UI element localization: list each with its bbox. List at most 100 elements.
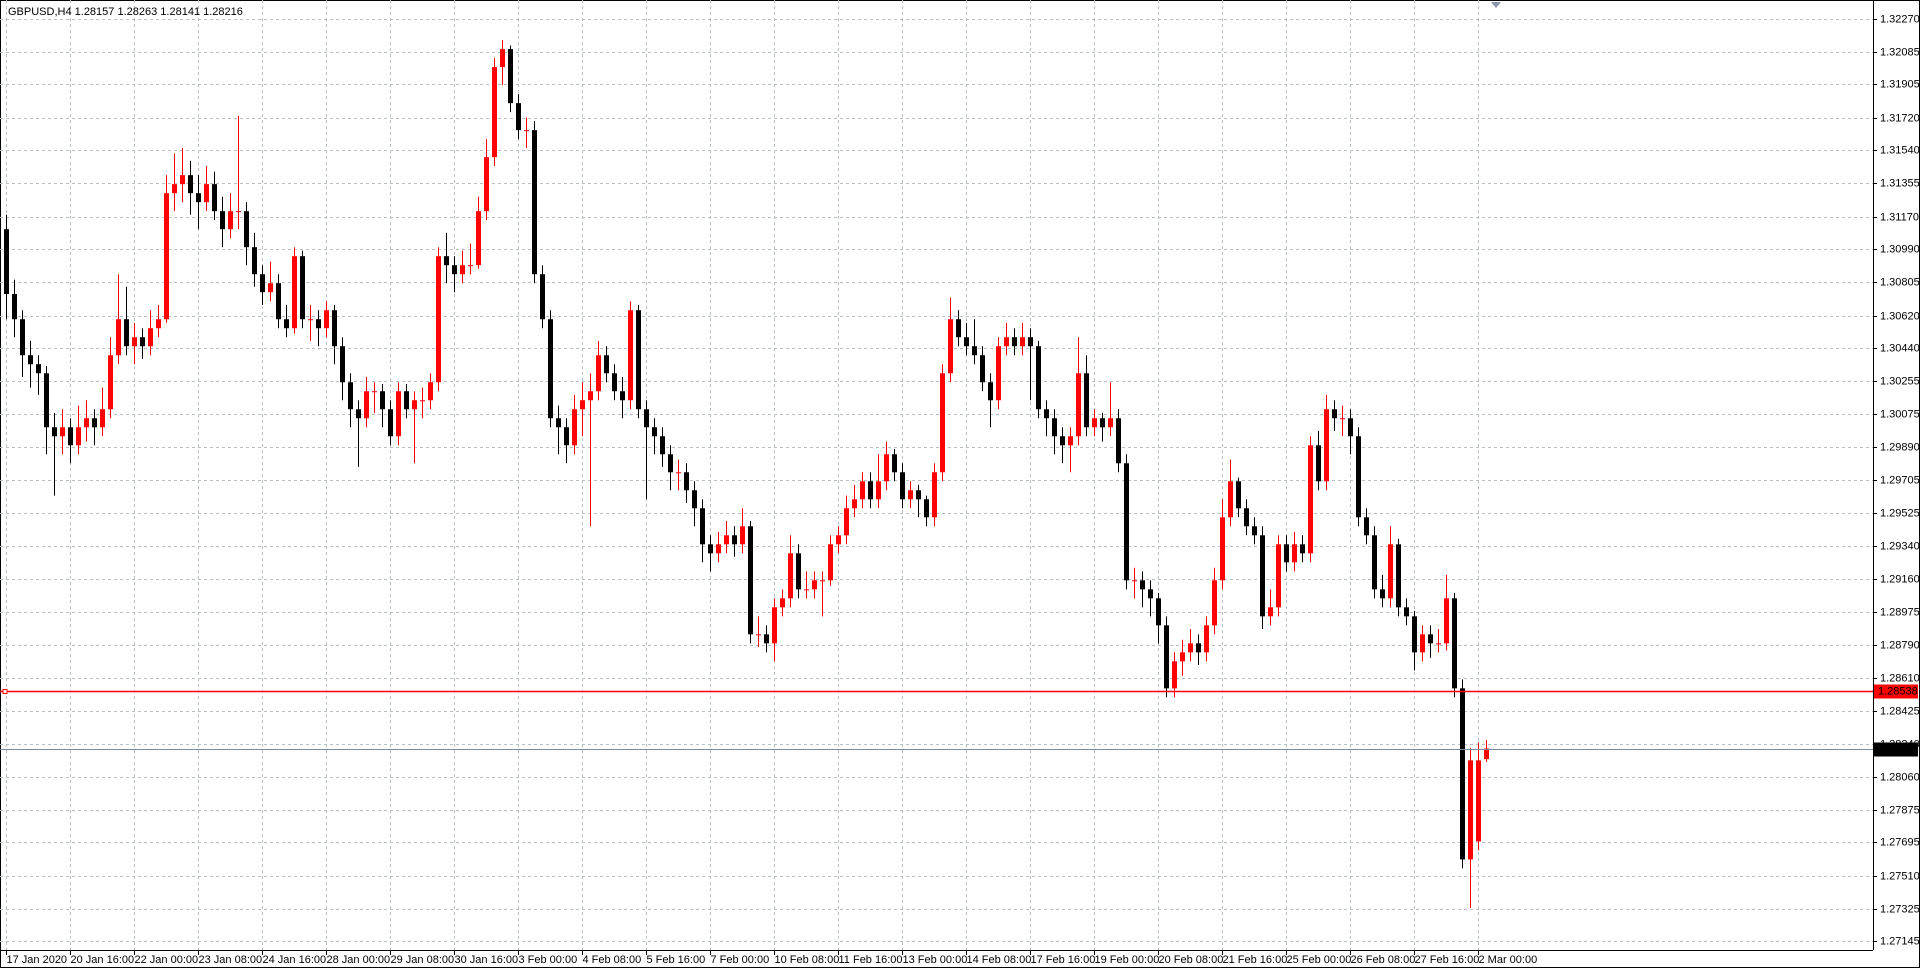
candle-body bbox=[1156, 598, 1161, 626]
candle-body bbox=[220, 211, 225, 230]
y-tick-label: 1.29705 bbox=[1880, 474, 1920, 486]
candle-body bbox=[564, 427, 569, 446]
candle-body bbox=[1380, 589, 1385, 599]
candle-body bbox=[68, 427, 73, 446]
candle-body bbox=[100, 409, 105, 428]
candle-body bbox=[396, 391, 401, 437]
candle-body bbox=[996, 346, 1001, 401]
candle-body bbox=[964, 337, 969, 347]
candle-body bbox=[580, 400, 585, 410]
x-tick-label: 17 Jan 2020 bbox=[7, 954, 68, 966]
x-tick-label: 29 Jan 08:00 bbox=[391, 954, 455, 966]
candle-body bbox=[660, 436, 665, 455]
candle-body bbox=[1028, 337, 1033, 347]
candle-body bbox=[1308, 445, 1313, 554]
candle-body bbox=[748, 526, 753, 635]
y-tick-label: 1.30440 bbox=[1880, 342, 1920, 354]
y-tick-label: 1.27510 bbox=[1880, 870, 1920, 882]
candle-body bbox=[636, 310, 641, 410]
candle-body bbox=[1276, 544, 1281, 608]
x-tick-label: 4 Feb 08:00 bbox=[583, 954, 642, 966]
candle-body bbox=[1284, 544, 1289, 563]
candle-body bbox=[876, 481, 881, 500]
candle-body bbox=[676, 472, 681, 474]
chart-header: GBPUSD,H4 1.28157 1.28263 1.28141 1.2821… bbox=[8, 6, 243, 18]
candle-body bbox=[172, 184, 177, 194]
candle-body bbox=[244, 211, 249, 248]
candle-body bbox=[668, 454, 673, 473]
y-tick-label: 1.30990 bbox=[1880, 243, 1920, 255]
candle-body bbox=[492, 67, 497, 158]
candle-body bbox=[644, 409, 649, 428]
candle-body bbox=[1372, 535, 1377, 590]
candle-body bbox=[164, 193, 169, 320]
x-tick-label: 26 Feb 08:00 bbox=[1351, 954, 1416, 966]
candle-body bbox=[212, 184, 217, 212]
candle-body bbox=[1124, 463, 1129, 581]
candle-body bbox=[1476, 760, 1481, 842]
candle-body bbox=[732, 535, 737, 545]
candle-body bbox=[524, 130, 529, 132]
x-tick-label: 11 Feb 16:00 bbox=[839, 954, 903, 966]
candle-body bbox=[92, 418, 97, 428]
candle-body bbox=[372, 391, 377, 393]
candle-body bbox=[820, 580, 825, 582]
candle-body bbox=[884, 454, 889, 482]
candle-body bbox=[140, 337, 145, 347]
x-tick-label: 23 Jan 08:00 bbox=[199, 954, 263, 966]
candle-body bbox=[1148, 589, 1153, 599]
candle-body bbox=[860, 481, 865, 500]
y-tick-label: 1.32270 bbox=[1880, 13, 1920, 25]
candle-body bbox=[268, 283, 273, 293]
x-tick-label: 2 Mar 00:00 bbox=[1479, 954, 1538, 966]
candle-body bbox=[76, 427, 81, 446]
candle-body bbox=[1228, 481, 1233, 518]
y-tick-label: 1.29160 bbox=[1880, 573, 1920, 585]
candle-body bbox=[276, 283, 281, 320]
candle-body bbox=[1396, 544, 1401, 608]
candle-body bbox=[412, 400, 417, 410]
candle-body bbox=[52, 427, 57, 437]
candle-body bbox=[956, 319, 961, 338]
candle-body bbox=[1132, 580, 1137, 582]
y-tick-label: 1.31170 bbox=[1880, 211, 1919, 223]
candle-body bbox=[1164, 625, 1169, 689]
candle-body bbox=[1004, 337, 1009, 347]
candle-body bbox=[756, 634, 761, 636]
y-tick-label: 1.28975 bbox=[1880, 606, 1920, 618]
candle-body bbox=[1172, 661, 1177, 689]
y-tick-label: 1.30255 bbox=[1880, 375, 1920, 387]
candle-body bbox=[84, 418, 89, 428]
x-tick-label: 20 Feb 08:00 bbox=[1159, 954, 1224, 966]
candle-body bbox=[700, 508, 705, 545]
x-tick-label: 20 Jan 16:00 bbox=[71, 954, 135, 966]
candle-body bbox=[1068, 436, 1073, 446]
candle-body bbox=[148, 328, 153, 347]
candle-body bbox=[1060, 436, 1065, 446]
bid-label-box bbox=[1874, 742, 1918, 757]
x-tick-label: 27 Feb 16:00 bbox=[1415, 954, 1480, 966]
candle-body bbox=[1420, 634, 1425, 653]
candle-body bbox=[804, 589, 809, 591]
x-tick-label: 13 Feb 00:00 bbox=[903, 954, 968, 966]
candle-body bbox=[836, 535, 841, 545]
y-tick-label: 1.31355 bbox=[1880, 177, 1920, 189]
candle-body bbox=[308, 319, 313, 321]
x-tick-label: 17 Feb 16:00 bbox=[1031, 954, 1096, 966]
candles bbox=[0, 40, 1873, 909]
candle-body bbox=[892, 454, 897, 473]
candle-body bbox=[1268, 607, 1273, 617]
candle-body bbox=[716, 544, 721, 554]
candle-body bbox=[1036, 346, 1041, 410]
candle-body bbox=[116, 319, 121, 356]
candle-body bbox=[948, 319, 953, 374]
y-tick-label: 1.30620 bbox=[1880, 310, 1920, 322]
candle-body bbox=[972, 346, 977, 356]
candle-body bbox=[1084, 373, 1089, 428]
candle-body bbox=[1460, 688, 1465, 860]
candle-body bbox=[460, 265, 465, 275]
candle-body bbox=[108, 355, 113, 410]
candle-body bbox=[428, 382, 433, 401]
candle-body bbox=[596, 355, 601, 392]
